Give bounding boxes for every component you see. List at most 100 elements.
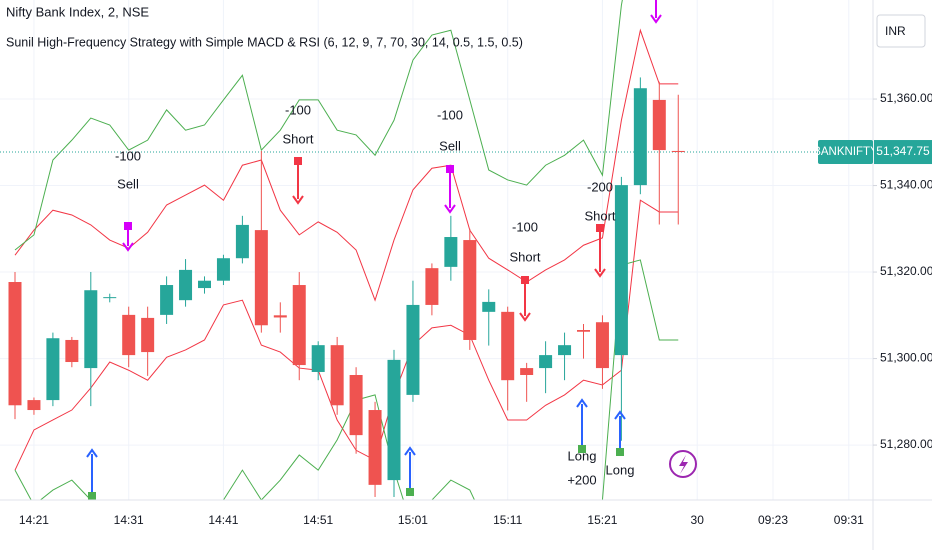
arrow-base [406,488,414,496]
candle-body [482,301,496,312]
arrow-base [616,448,624,456]
band-line [14,0,623,251]
candle-body [8,282,22,406]
y-tick-label: 51,320.00 [880,264,932,278]
x-tick-label: 14:41 [208,513,238,527]
signal-label: -200 [587,179,613,194]
candle-body [558,345,572,356]
symbol-tag: BANKNIFTY [813,146,878,158]
arrow-base [124,222,132,230]
signal-label: Sell [439,138,461,153]
y-tick-label: 51,300.00 [880,351,932,365]
candle-body [179,269,193,301]
candle-body [122,314,136,356]
arrow-base [521,276,529,284]
arrow-head [614,410,626,420]
indicator-title: Sunil High-Frequency Strategy with Simpl… [6,35,523,49]
x-tick-label: 09:23 [758,513,788,527]
candle-body [633,88,647,186]
signal-label: Short [509,249,540,264]
signal-label: -100 [115,148,141,163]
arrow-head [650,14,662,24]
signal-arrow [576,398,588,453]
candle-body [671,150,685,153]
candle-body [216,258,230,281]
currency-box[interactable] [876,14,926,48]
candle-body [27,400,41,411]
candle-body [539,355,553,369]
candle-body [84,290,98,369]
x-tick-label: 14:51 [303,513,333,527]
candle-body [349,375,363,436]
signal-arrow [292,157,304,205]
candle-body [614,185,628,356]
y-tick-label: 51,360.00 [880,91,932,105]
arrow-head [444,204,456,214]
candle-body [103,297,117,299]
candle-body [501,311,515,381]
signal-arrow [519,276,531,322]
x-tick-label: 14:31 [114,513,144,527]
candle-body [198,280,211,289]
signal-arrow [86,448,98,500]
x-tick-label: 15:11 [493,513,522,527]
signal-arrow [594,224,606,278]
signal-label: -100 [285,102,311,117]
arrow-head [576,398,588,408]
last-price-label: 51,347.75 [876,144,930,158]
signal-label: Sell [117,176,139,191]
chart-title: Nifty Bank Index, 2, NSE [6,4,149,19]
lightning-icon[interactable] [669,450,697,478]
y-tick-label: 51,340.00 [880,178,932,192]
candle-body [425,268,439,305]
signal-label: -100 [437,107,463,122]
candle-body [254,230,268,326]
arrow-head [519,312,531,322]
x-tick-label: 09:31 [834,513,864,527]
candle-body [520,368,534,375]
arrow-head [86,448,98,458]
arrow-base [88,492,96,500]
candle-body [235,224,249,259]
band-line [14,199,679,471]
signal-label: Short [584,208,615,223]
x-tick-label: 14:21 [19,513,49,527]
y-tick-label: 51,280.00 [880,437,932,451]
candle-body [444,237,458,267]
currency-label[interactable]: INR [885,24,906,38]
candle-body [65,339,79,363]
icon-bolt[interactable] [679,455,688,474]
candle-body [577,330,590,332]
signal-label: -100 [512,219,538,234]
signal-arrow [404,446,416,496]
arrow-head [594,268,606,278]
candle-body [368,410,382,485]
arrow-head [404,446,416,456]
candle-body [595,322,609,369]
candle-body [406,304,420,395]
arrow-head [122,242,134,252]
candle-body [652,99,666,151]
signal-label: +200 [567,472,596,487]
overlay: -100 Sell -100 Short -100 Sell -100 Short -200 Sh… [115,102,634,487]
candle-body [46,338,60,401]
candle-body [387,359,401,481]
signal-label: Short [282,131,313,146]
candle-body [330,345,344,406]
signal-arrow [614,410,626,456]
candle-body [160,285,174,315]
signal-arrow [122,222,134,252]
signal-label: Long [568,448,597,463]
arrow-base [578,445,586,453]
candle-body [463,240,477,340]
x-tick-label: 15:21 [587,513,617,527]
x-tick-label: 15:01 [398,513,428,527]
candle-body [141,317,155,353]
band-line [14,259,679,500]
x-tick-label: 30 [691,513,705,527]
candle-body [311,345,325,372]
arrow-head [292,195,304,205]
arrow-base [446,165,454,173]
signal-arrow [650,0,662,24]
